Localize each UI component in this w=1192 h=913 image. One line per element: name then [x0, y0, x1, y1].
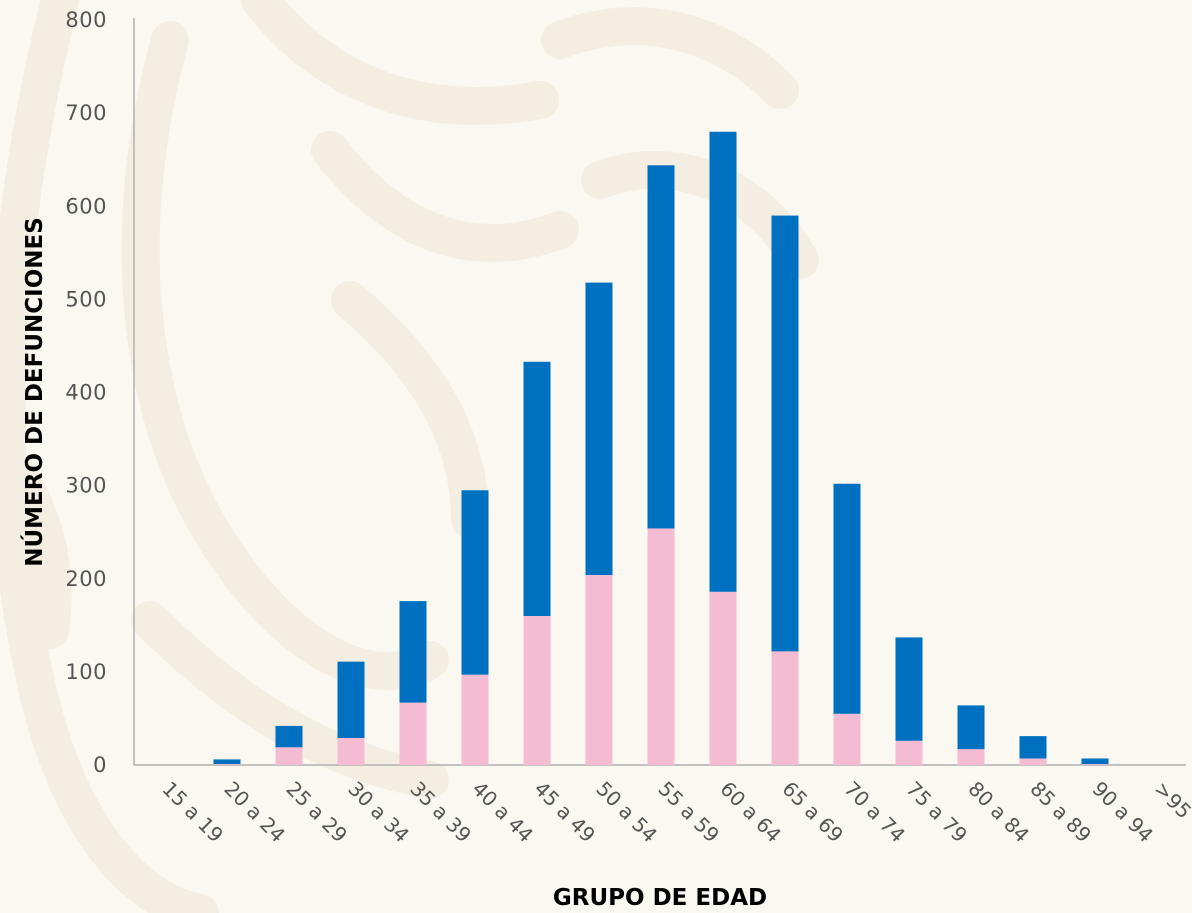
bar-segment-series-1: [709, 591, 737, 765]
bar-segment-series-2: [771, 215, 799, 652]
x-tick-label: 75 a 79: [901, 777, 972, 848]
bar-segment-series-1: [895, 740, 923, 765]
y-tick-label: 500: [65, 287, 107, 311]
x-tick-label: 80 a 84: [963, 777, 1034, 848]
x-tick-label: 55 a 59: [653, 777, 724, 848]
x-axis-title: GRUPO DE EDAD: [553, 885, 767, 911]
bar-segment-series-2: [1081, 758, 1109, 765]
y-tick-label: 200: [65, 567, 107, 591]
bar-segment-series-1: [833, 713, 861, 765]
x-tick-label: 65 a 69: [777, 777, 848, 848]
bar-segment-series-2: [337, 661, 365, 738]
x-tick-label: 90 a 94: [1087, 777, 1158, 848]
y-tick-label: 300: [65, 474, 107, 498]
bar-segment-series-2: [833, 483, 861, 714]
x-tick-label: 85 a 89: [1025, 777, 1096, 848]
x-tick-label: 60 a 64: [715, 777, 786, 848]
bar-segment-series-2: [523, 361, 551, 616]
bar-segment-series-2: [399, 601, 427, 703]
bar-segment-series-1: [399, 702, 427, 765]
bar-segment-series-2: [709, 131, 737, 592]
bar-segment-series-2: [275, 725, 303, 748]
bar-segment-series-1: [771, 651, 799, 765]
bar-segment-series-1: [1019, 758, 1047, 765]
bar-segment-series-1: [213, 764, 241, 765]
bar-segment-series-2: [1019, 736, 1047, 759]
bar-segment-series-2: [647, 165, 675, 529]
y-axis-title: NÚMERO DE DEFUNCIONES: [20, 217, 48, 567]
bar-segment-series-1: [461, 674, 489, 765]
bar-segment-series-2: [895, 637, 923, 741]
y-axis-ticks: 0 100 200 300 400 500 600 700 800: [65, 8, 107, 777]
bar-segment-series-2: [585, 282, 613, 576]
x-tick-label: 20 a 24: [219, 777, 290, 848]
x-tick-label: >95: [1149, 777, 1192, 824]
bar-segment-series-2: [957, 705, 985, 750]
y-tick-label: 800: [65, 8, 107, 32]
y-tick-label: 100: [65, 660, 107, 684]
bar-segment-series-1: [523, 616, 551, 765]
bar-segment-series-1: [585, 575, 613, 765]
bar-segment-series-1: [957, 749, 985, 765]
x-tick-label: 25 a 29: [281, 777, 352, 848]
bar-segment-series-1: [275, 747, 303, 765]
background-pattern: [0, 0, 819, 913]
x-tick-label: 40 a 44: [467, 777, 538, 848]
x-tick-label: 45 a 49: [529, 777, 600, 848]
y-tick-label: 0: [93, 753, 107, 777]
x-tick-label: 15 a 19: [157, 777, 228, 848]
bar-segment-series-1: [647, 528, 675, 765]
y-tick-label: 600: [65, 194, 107, 218]
bar-segment-series-1: [337, 737, 365, 765]
y-tick-label: 400: [65, 381, 107, 405]
x-tick-label: 50 a 54: [591, 777, 662, 848]
x-tick-label: 70 a 74: [839, 777, 910, 848]
bar-segment-series-1: [1081, 764, 1109, 765]
y-tick-label: 700: [65, 101, 107, 125]
bar-segment-series-2: [213, 759, 241, 765]
bars: [213, 131, 1109, 765]
bar-segment-series-2: [461, 490, 489, 675]
